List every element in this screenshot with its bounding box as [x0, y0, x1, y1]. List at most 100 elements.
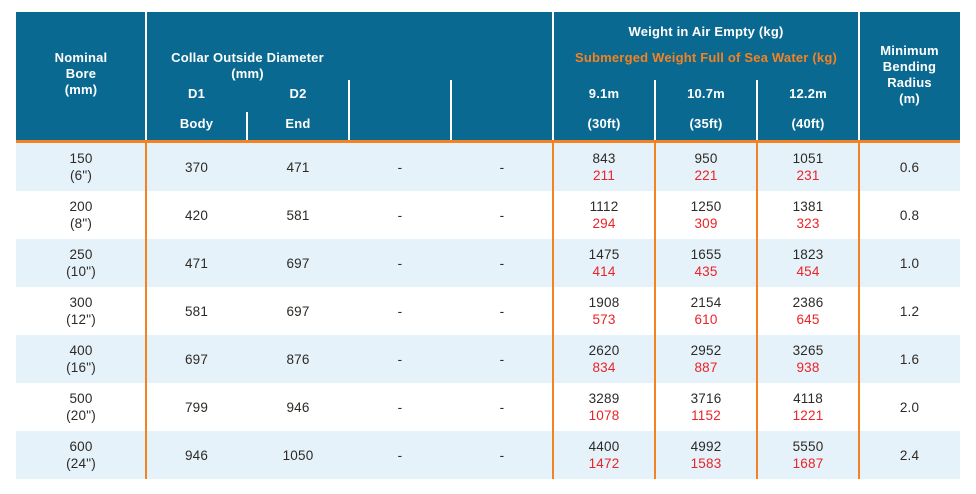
- submerged-weight-value: 1583: [690, 456, 722, 471]
- bore-inch-value: (20"): [66, 408, 96, 423]
- bending-radius-cell: 1.6: [859, 335, 960, 383]
- radius-value: 1.6: [899, 351, 920, 367]
- header-nominal-line: Bore: [65, 66, 97, 81]
- bore-inch-value: (10"): [66, 264, 96, 279]
- d1-body-cell: 697: [146, 335, 247, 383]
- d1-value: 581: [184, 303, 209, 319]
- submerged-weight-value: 231: [796, 168, 820, 183]
- weight-10-7m-cell: 1250 309: [655, 191, 757, 239]
- weight-9-1m-cell: 1908 573: [553, 287, 655, 335]
- table-row: 200 (8") 420 581 - - 1112 294 1250 309 1…: [16, 191, 960, 239]
- dash-value: -: [397, 207, 403, 223]
- d2-value: 581: [286, 207, 310, 223]
- bending-radius-cell: 1.2: [859, 287, 960, 335]
- bore-inch-value: (8"): [69, 216, 93, 231]
- submerged-weight-value: 454: [796, 264, 820, 279]
- column-rule: [552, 140, 554, 479]
- submerged-weight-value: 938: [796, 360, 820, 375]
- header-nominal-line: (mm): [64, 82, 98, 97]
- header-col-35ft: (35ft): [689, 116, 723, 131]
- submerged-weight-value: 309: [694, 216, 718, 231]
- bending-radius-cell: 1.0: [859, 239, 960, 287]
- air-weight-value: 2952: [690, 343, 722, 358]
- bending-radius-cell: 2.4: [859, 431, 960, 479]
- d2-end-cell: 697: [247, 239, 349, 287]
- header-nominal-line: Nominal: [54, 50, 108, 65]
- d1-body-cell: 799: [146, 383, 247, 431]
- dash-value: -: [499, 303, 505, 319]
- d1-body-cell: 370: [146, 143, 247, 191]
- header-col-30ft: (30ft): [587, 116, 621, 131]
- dash-value: -: [397, 255, 403, 271]
- header-col-end: End: [285, 116, 311, 131]
- header-col-10-7m: 10.7m: [687, 86, 725, 101]
- radius-value: 1.2: [899, 303, 920, 319]
- d2-value: 946: [286, 399, 310, 415]
- bore-inch-value: (16"): [66, 360, 96, 375]
- air-weight-value: 2620: [588, 343, 620, 358]
- air-weight-value: 1655: [690, 247, 722, 262]
- header-bending-radius: Minimum Bending Radius (m): [859, 43, 960, 107]
- header-bending-line: (m): [899, 91, 920, 106]
- header-col-9-1m: 9.1m: [588, 86, 620, 101]
- dash-value: -: [499, 207, 505, 223]
- air-weight-value: 3265: [792, 343, 824, 358]
- weight-12-2m-cell: 4118 1221: [757, 383, 859, 431]
- submerged-weight-value: 294: [592, 216, 616, 231]
- bore-mm-value: 300: [69, 295, 93, 310]
- bore-mm-value: 600: [69, 439, 93, 454]
- table-row: 600 (24") 946 1050 - - 4400 1472 4992 15…: [16, 431, 960, 479]
- header-col-d1: D1: [187, 86, 206, 101]
- submerged-weight-value: 887: [694, 360, 718, 375]
- header-col-body: Body: [179, 116, 214, 131]
- header-divider: [145, 12, 147, 140]
- spare-col-cell: -: [451, 191, 553, 239]
- submerged-weight-value: 1221: [792, 408, 824, 423]
- table-body: 150 (6") 370 471 - - 843 211 950 221 105…: [16, 143, 960, 479]
- d2-value: 697: [286, 303, 310, 319]
- header-divider: [654, 80, 656, 140]
- d1-value: 471: [184, 255, 209, 271]
- air-weight-value: 4400: [588, 439, 620, 454]
- spare-col-cell: -: [451, 287, 553, 335]
- header-bending-line: Bending: [882, 59, 937, 74]
- bore-mm-value: 400: [69, 343, 93, 358]
- submerged-weight-value: 435: [694, 264, 718, 279]
- weight-9-1m-cell: 4400 1472: [553, 431, 655, 479]
- bore-mm-value: 500: [69, 391, 93, 406]
- bore-mm-value: 200: [69, 199, 93, 214]
- column-rule: [145, 140, 147, 479]
- radius-value: 2.4: [899, 447, 920, 463]
- nominal-bore-cell: 300 (12"): [16, 287, 146, 335]
- weight-10-7m-cell: 4992 1583: [655, 431, 757, 479]
- dash-value: -: [499, 399, 505, 415]
- nominal-bore-cell: 500 (20"): [16, 383, 146, 431]
- bore-inch-value: (6"): [69, 168, 93, 183]
- spare-col-cell: -: [349, 335, 451, 383]
- d2-end-cell: 946: [247, 383, 349, 431]
- header-col-d2: D2: [289, 86, 307, 101]
- submerged-weight-value: 1078: [588, 408, 620, 423]
- spare-col-cell: -: [349, 383, 451, 431]
- weight-10-7m-cell: 2154 610: [655, 287, 757, 335]
- d1-value: 697: [184, 351, 209, 367]
- air-weight-value: 950: [694, 151, 718, 166]
- submerged-weight-value: 610: [694, 312, 718, 327]
- radius-value: 2.0: [899, 399, 920, 415]
- weight-12-2m-cell: 1823 454: [757, 239, 859, 287]
- header-divider: [348, 80, 350, 140]
- dash-value: -: [397, 351, 403, 367]
- submerged-weight-value: 645: [796, 312, 820, 327]
- air-weight-value: 1823: [792, 247, 824, 262]
- d2-value: 471: [286, 159, 310, 175]
- weight-9-1m-cell: 2620 834: [553, 335, 655, 383]
- dash-value: -: [397, 447, 403, 463]
- weight-10-7m-cell: 3716 1152: [655, 383, 757, 431]
- header-col-12-2m: 12.2m: [789, 86, 827, 101]
- radius-value: 0.6: [899, 159, 920, 175]
- header-collar-subtitle: (mm): [231, 66, 264, 81]
- spare-col-cell: -: [349, 287, 451, 335]
- nominal-bore-cell: 200 (8"): [16, 191, 146, 239]
- dash-value: -: [397, 303, 403, 319]
